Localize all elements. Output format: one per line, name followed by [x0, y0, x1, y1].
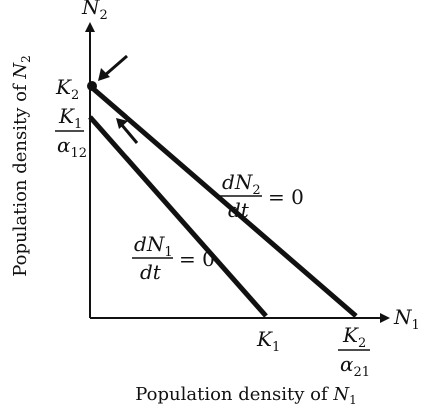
k1-x-intercept-label: K1: [256, 327, 280, 355]
y-axis-symbol: N2: [81, 0, 108, 23]
x-axis-symbol: N1: [393, 305, 420, 333]
svg-text:K2: K2: [342, 323, 366, 351]
n2-isocline-label: dN2 dt = 0: [220, 170, 304, 222]
k1-over-alpha12-label: K1 α12: [55, 104, 87, 161]
svg-text:= 0: = 0: [268, 185, 304, 209]
direction-arrow-icon: [116, 118, 139, 144]
k2-y-intercept-label: K2: [55, 75, 79, 103]
n1-isocline-label: dN1 dt = 0: [132, 232, 215, 284]
y-axis-title: Population density of N2: [10, 55, 33, 276]
svg-text:α12: α12: [57, 133, 87, 161]
svg-text:= 0: = 0: [179, 247, 215, 271]
n2-isocline-line: [88, 84, 358, 318]
svg-text:dN1: dN1: [134, 232, 173, 260]
svg-text:dN2: dN2: [222, 170, 261, 198]
n1-isocline-line: [88, 115, 268, 318]
svg-text:dt: dt: [228, 198, 250, 222]
svg-text:K1: K1: [58, 104, 82, 132]
x-axis-title: Population density of N1: [135, 384, 356, 407]
equilibrium-point: [87, 81, 97, 91]
k2-over-alpha21-label: K2 α21: [338, 323, 370, 380]
svg-text:dt: dt: [140, 260, 162, 284]
svg-text:α21: α21: [340, 352, 370, 380]
pointer-arrow-icon: [98, 54, 128, 81]
